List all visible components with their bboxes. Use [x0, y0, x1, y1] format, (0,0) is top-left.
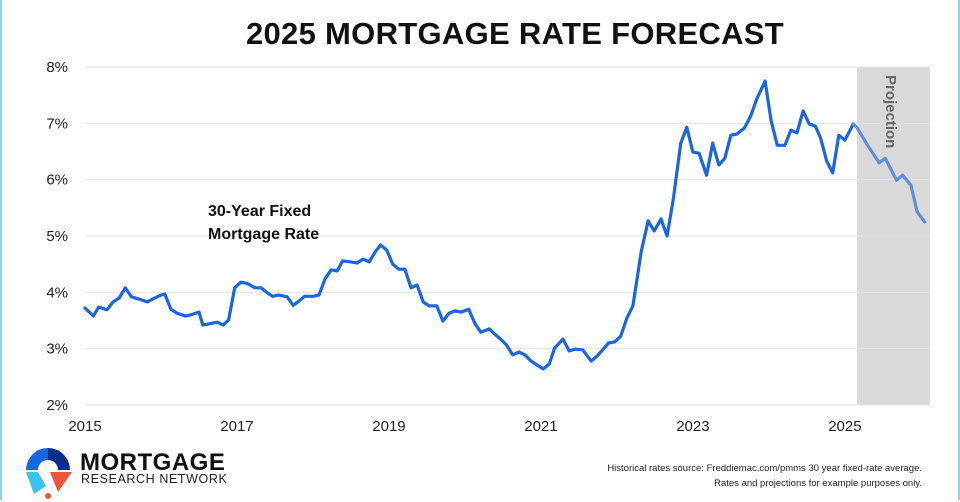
projection-rate-line	[851, 122, 927, 224]
y-tick-label: 8%	[46, 59, 68, 76]
x-tick-label: 2017	[220, 418, 253, 435]
logo-mark-icon	[26, 448, 72, 499]
source-footnote: Historical rates source: Freddiemac.com/…	[607, 461, 922, 491]
y-tick-label: 3%	[46, 341, 68, 358]
y-tick-label: 6%	[46, 172, 68, 189]
x-tick-label: 2025	[828, 418, 861, 435]
series-label-line-1: 30-Year Fixed	[208, 203, 311, 220]
y-tick-label: 4%	[46, 284, 68, 301]
footnote-line-1: Historical rates source: Freddiemac.com/…	[607, 463, 922, 474]
logo-name: MORTGAGE	[80, 449, 226, 476]
x-tick-label: 2021	[524, 418, 557, 435]
y-tick-label: 5%	[46, 228, 68, 245]
y-tick-label: 7%	[46, 115, 68, 132]
x-tick-label: 2019	[372, 418, 405, 435]
chart-title: 2025 MORTGAGE RATE FORECAST	[245, 16, 785, 51]
y-tick-label: 2%	[46, 397, 68, 414]
x-tick-label: 2015	[68, 418, 101, 435]
x-tick-label: 2023	[676, 418, 709, 435]
historical-rate-line	[83, 79, 855, 371]
series-label-line-2: Mortgage Rate	[208, 226, 319, 243]
projection-label: Projection	[882, 75, 899, 148]
footnote-line-2: Rates and projections for example purpos…	[714, 478, 922, 489]
logo-subtitle: RESEARCH NETWORK	[81, 472, 228, 486]
